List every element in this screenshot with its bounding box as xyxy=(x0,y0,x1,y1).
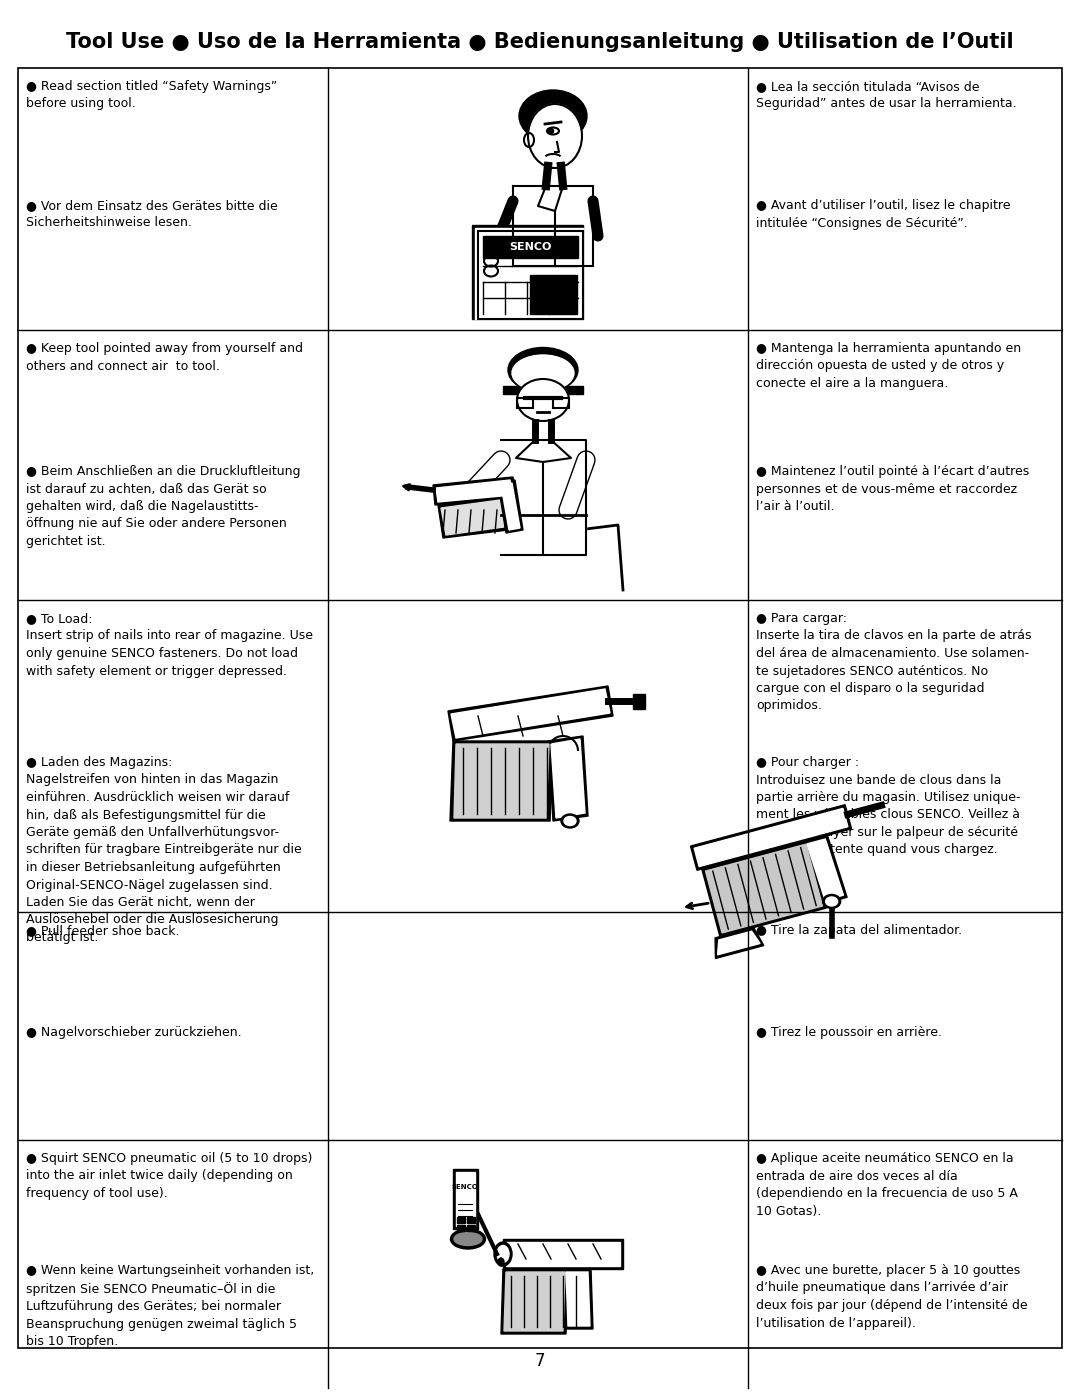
Ellipse shape xyxy=(508,348,578,393)
Ellipse shape xyxy=(497,1246,509,1263)
Polygon shape xyxy=(504,1273,565,1331)
Text: ● Aplique aceite neumático SENCO en la
entrada de aire dos veces al día
(dependi: ● Aplique aceite neumático SENCO en la e… xyxy=(756,1153,1017,1218)
Bar xyxy=(517,398,534,408)
Bar xyxy=(472,225,583,319)
Ellipse shape xyxy=(450,1229,486,1249)
Ellipse shape xyxy=(484,246,498,257)
Text: ● Nagelvorschieber zurückziehen.: ● Nagelvorschieber zurückziehen. xyxy=(26,1025,242,1039)
Bar xyxy=(456,1172,475,1227)
Bar xyxy=(457,1225,465,1231)
Text: ● Pull feeder shoe back.: ● Pull feeder shoe back. xyxy=(26,923,179,937)
Polygon shape xyxy=(694,809,848,866)
Text: ● Keep tool pointed away from yourself and
others and connect air  to tool.: ● Keep tool pointed away from yourself a… xyxy=(26,342,303,373)
Text: ● Tire la zapata del alimentador.: ● Tire la zapata del alimentador. xyxy=(756,923,962,937)
Ellipse shape xyxy=(546,127,559,134)
Ellipse shape xyxy=(519,89,588,142)
Polygon shape xyxy=(548,736,588,821)
Ellipse shape xyxy=(484,265,498,277)
Polygon shape xyxy=(717,932,760,954)
Ellipse shape xyxy=(484,256,498,267)
Ellipse shape xyxy=(528,103,582,168)
Ellipse shape xyxy=(494,1242,512,1266)
Bar xyxy=(467,1225,475,1231)
FancyBboxPatch shape xyxy=(513,186,593,265)
Text: ● Avec une burette, placer 5 à 10 gouttes
d’huile pneumatique dans l’arrivée d’a: ● Avec une burette, placer 5 à 10 goutte… xyxy=(756,1264,1028,1330)
Text: ● Para cargar:
Inserte la tira de clavos en la parte de atrás
del área de almace: ● Para cargar: Inserte la tira de clavos… xyxy=(756,612,1031,712)
Polygon shape xyxy=(690,805,851,870)
Polygon shape xyxy=(454,745,549,819)
Ellipse shape xyxy=(823,894,840,908)
Polygon shape xyxy=(438,497,508,538)
Text: ● Mantenga la herramienta apuntando en
dirección opuesta de usted y de otros y
c: ● Mantenga la herramienta apuntando en d… xyxy=(756,342,1021,390)
Text: ● Vor dem Einsatz des Gerätes bitte die
Sicherheitshinweise lesen.: ● Vor dem Einsatz des Gerätes bitte die … xyxy=(26,198,278,229)
Polygon shape xyxy=(566,1273,590,1326)
Polygon shape xyxy=(501,1268,568,1334)
Ellipse shape xyxy=(454,1232,482,1246)
Bar xyxy=(546,166,563,186)
Bar xyxy=(467,1217,475,1222)
Ellipse shape xyxy=(561,814,579,828)
Text: ● To Load:
Insert strip of nails into rear of magazine. Use
only genuine SENCO f: ● To Load: Insert strip of nails into re… xyxy=(26,612,313,678)
Text: ● Squirt SENCO pneumatic oil (5 to 10 drops)
into the air inlet twice daily (dep: ● Squirt SENCO pneumatic oil (5 to 10 dr… xyxy=(26,1153,312,1200)
Bar xyxy=(503,386,583,394)
Bar xyxy=(553,398,569,408)
Ellipse shape xyxy=(498,1259,504,1266)
Ellipse shape xyxy=(517,379,569,420)
Polygon shape xyxy=(451,689,610,738)
Text: 7: 7 xyxy=(535,1352,545,1370)
Bar xyxy=(633,694,645,710)
Bar xyxy=(478,231,583,319)
Polygon shape xyxy=(503,1239,623,1268)
Text: Tool Use ● Uso de la Herramienta ● Bedienungsanleitung ● Utilisation de l’Outil: Tool Use ● Uso de la Herramienta ● Bedie… xyxy=(66,32,1014,52)
Polygon shape xyxy=(807,840,843,900)
Bar xyxy=(475,228,583,319)
Polygon shape xyxy=(501,483,519,529)
Ellipse shape xyxy=(524,133,534,147)
Polygon shape xyxy=(450,740,553,821)
Bar xyxy=(453,1169,478,1229)
Polygon shape xyxy=(441,500,504,535)
Polygon shape xyxy=(715,928,764,958)
Bar xyxy=(483,236,578,258)
Bar xyxy=(517,398,534,408)
Text: ● Avant d’utiliser l’outil, lisez le chapitre
intitulée “Consignes de Sécurité”.: ● Avant d’utiliser l’outil, lisez le cha… xyxy=(756,198,1011,229)
Polygon shape xyxy=(804,835,847,904)
Text: ● Wenn keine Wartungseinheit vorhanden ist,
spritzen Sie SENCO Pneumatic–Öl in d: ● Wenn keine Wartungseinheit vorhanden i… xyxy=(26,1264,314,1348)
Polygon shape xyxy=(433,476,515,504)
Bar xyxy=(457,1217,465,1222)
Text: ● Maintenez l’outil pointé à l’écart d’autres
personnes et de vous-même et racco: ● Maintenez l’outil pointé à l’écart d’a… xyxy=(756,465,1029,513)
Ellipse shape xyxy=(549,129,554,134)
Bar xyxy=(501,440,586,555)
Text: ● Lea la sección titulada “Avisos de
Seguridad” antes de usar la herramienta.: ● Lea la sección titulada “Avisos de Seg… xyxy=(756,80,1016,110)
Polygon shape xyxy=(563,1268,593,1329)
Text: ● Read section titled “Safety Warnings”
before using tool.: ● Read section titled “Safety Warnings” … xyxy=(26,80,278,110)
Polygon shape xyxy=(702,841,826,936)
Bar xyxy=(478,231,583,319)
Bar xyxy=(553,398,569,408)
Ellipse shape xyxy=(512,355,573,391)
Text: ● Tirez le poussoir en arrière.: ● Tirez le poussoir en arrière. xyxy=(756,1025,942,1039)
Polygon shape xyxy=(436,481,512,502)
Text: ● Beim Anschließen an die Druckluftleitung
ist darauf zu achten, daß das Gerät s: ● Beim Anschließen an die Druckluftleitu… xyxy=(26,465,300,548)
Polygon shape xyxy=(507,1242,620,1266)
Text: SENCO: SENCO xyxy=(451,1185,478,1190)
Polygon shape xyxy=(705,844,823,933)
Text: ● Pour charger :
Introduisez une bande de clous dans la
partie arrière du magasi: ● Pour charger : Introduisez une bande d… xyxy=(756,756,1021,856)
Ellipse shape xyxy=(564,816,576,826)
Text: ● Laden des Magazins:
Nagelstreifen von hinten in das Magazin
einführen. Ausdrüc: ● Laden des Magazins: Nagelstreifen von … xyxy=(26,756,301,944)
Bar xyxy=(530,275,577,314)
Polygon shape xyxy=(448,686,613,740)
Ellipse shape xyxy=(825,897,838,907)
Polygon shape xyxy=(498,481,523,534)
Polygon shape xyxy=(551,739,585,819)
Text: SENCO: SENCO xyxy=(510,242,552,251)
